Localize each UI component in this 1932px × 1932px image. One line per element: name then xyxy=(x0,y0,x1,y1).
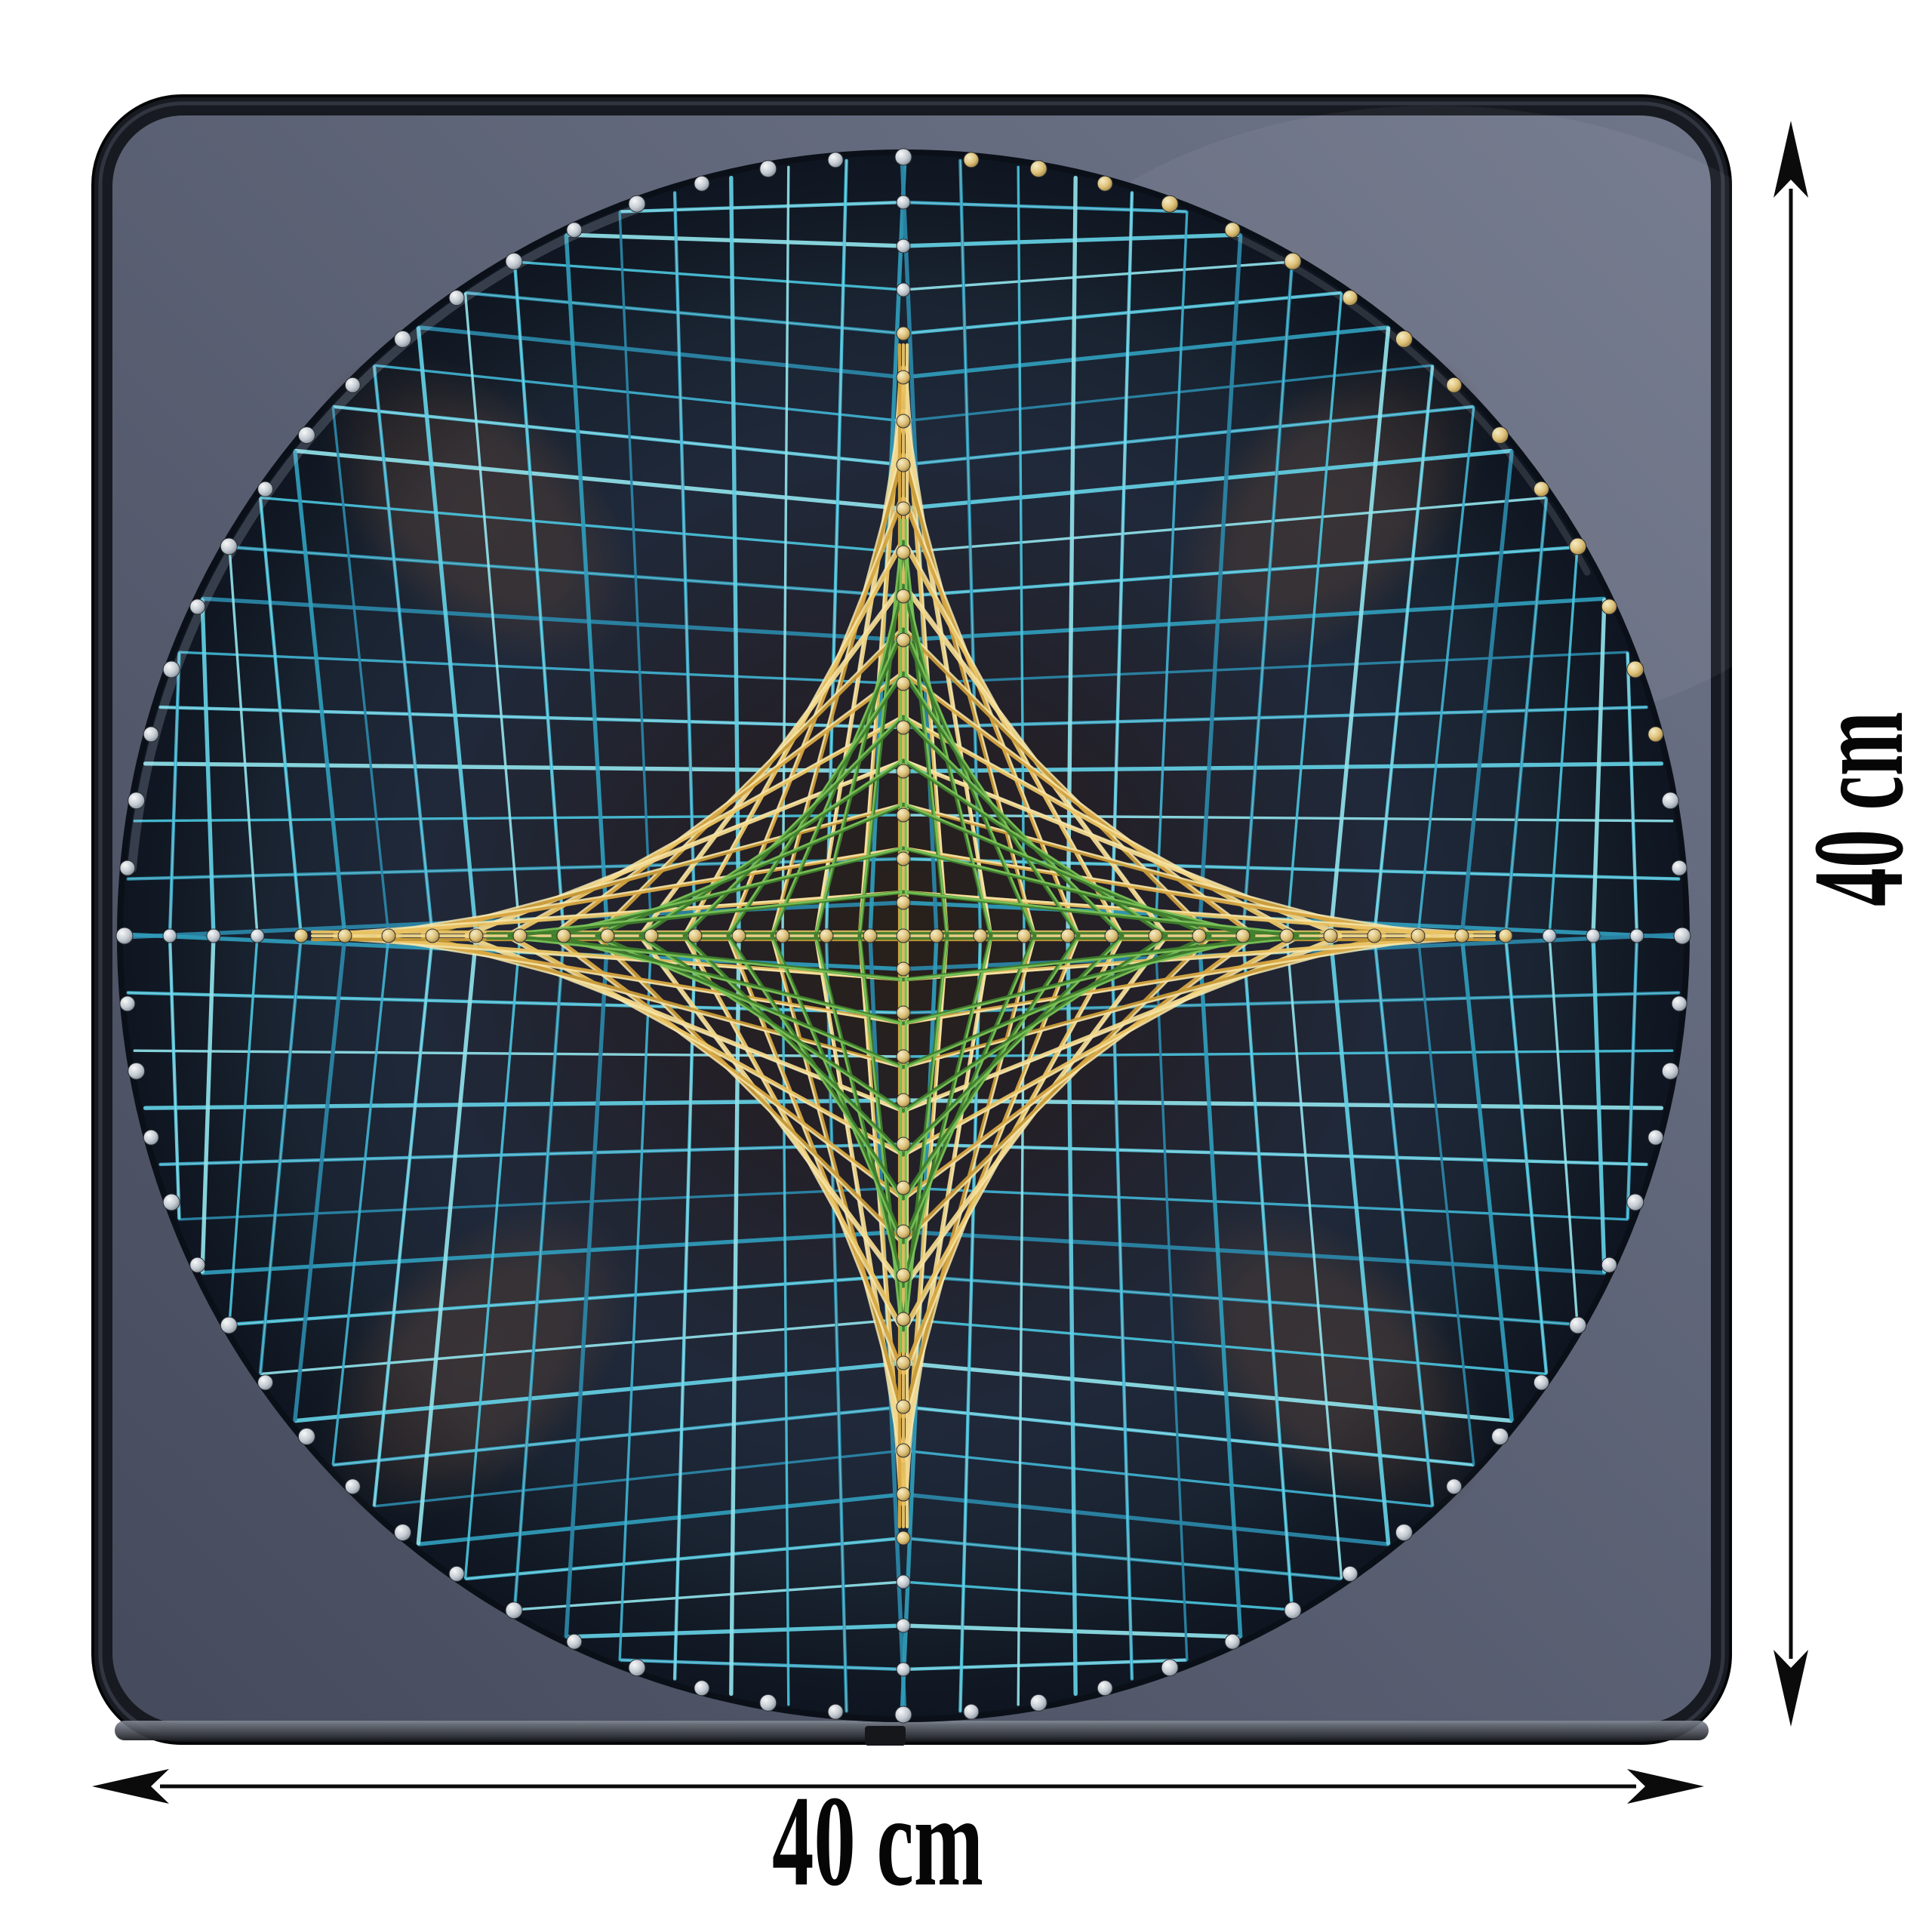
nails xyxy=(115,148,1691,1724)
height-dimension: 40 cm xyxy=(1774,121,1930,1727)
width-dimension: 40 cm xyxy=(92,1769,1704,1913)
width-dimension-label: 40 cm xyxy=(772,1770,983,1913)
arrow-down-icon xyxy=(1774,1650,1808,1727)
height-dimension-label: 40 cm xyxy=(1787,712,1930,906)
arrow-up-icon xyxy=(1774,121,1808,198)
arrow-right-icon xyxy=(1627,1769,1704,1804)
dimension-annotations: 40 cm 40 cm xyxy=(92,121,1930,1913)
arrow-left-icon xyxy=(92,1769,169,1804)
